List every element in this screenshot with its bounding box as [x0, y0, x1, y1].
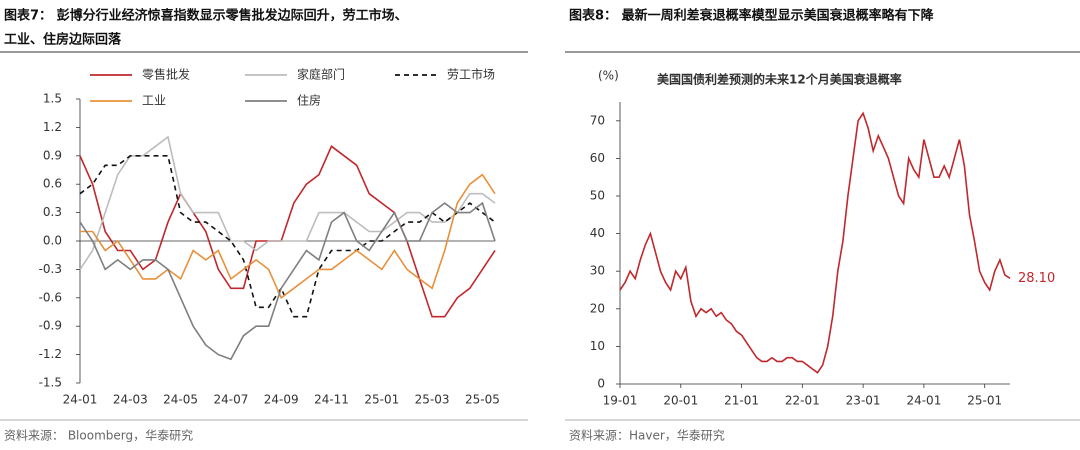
y-tick-label: -1.5 — [39, 376, 62, 390]
y-unit: (%) — [598, 69, 619, 83]
y-tick-label: 10 — [590, 339, 605, 353]
source: 资料来源：Haver，华泰研究 — [569, 428, 725, 443]
y-tick-label: -0.3 — [39, 262, 62, 276]
y-tick-label: -1.2 — [39, 347, 62, 361]
x-tick-label: 22-01 — [785, 394, 820, 408]
x-tick-label: 24-01 — [906, 394, 941, 408]
subtitle: 美国国债利差预测的未来12个月美国衰退概率 — [657, 72, 902, 87]
y-tick-label: 50 — [590, 189, 605, 203]
x-tick-label: 24-05 — [163, 393, 198, 407]
source: 资料来源： Bloomberg，华泰研究 — [4, 428, 193, 443]
y-tick-label: 0.6 — [43, 177, 62, 191]
x-tick-label: 24-09 — [264, 393, 299, 407]
y-tick-label: 1.2 — [43, 120, 62, 134]
legend-label: 住房 — [297, 93, 321, 108]
x-tick-label: 24-11 — [314, 393, 349, 407]
legend-label: 家庭部门 — [297, 67, 345, 82]
y-tick-label: -0.6 — [39, 290, 62, 304]
x-tick-label: 25-01 — [967, 394, 1002, 408]
series-line — [80, 173, 496, 300]
x-tick-label: 24-03 — [113, 393, 148, 407]
y-tick-label: 40 — [590, 226, 605, 240]
x-tick-label: 24-01 — [63, 393, 98, 407]
y-tick-label: 0.3 — [43, 205, 62, 219]
y-tick-label: 1.5 — [43, 92, 62, 106]
legend-label: 零售批发 — [142, 67, 190, 82]
x-tick-label: 23-01 — [846, 394, 881, 408]
series-line — [79, 145, 496, 318]
chart-title: 图表8： 最新一周利差衰退概率模型显示美国衰退概率略有下降 — [569, 8, 935, 24]
y-tick-label: -0.9 — [39, 319, 62, 333]
x-tick-label: 24-07 — [213, 393, 248, 407]
y-tick-label: 0.9 — [43, 148, 62, 162]
x-tick-label: 21-01 — [724, 394, 759, 408]
value-label: 28.10 — [1018, 271, 1055, 286]
x-tick-label: 25-03 — [415, 393, 450, 407]
chart-title: 图表7： 彭博分行业经济惊喜指数显示零售批发边际回升，劳工市场、 — [4, 8, 408, 24]
x-tick-label: 25-01 — [364, 393, 399, 407]
legend-label: 工业 — [142, 94, 166, 108]
series-line — [619, 111, 1011, 374]
y-tick-label: 60 — [590, 151, 605, 165]
x-tick-label: 25-05 — [465, 393, 500, 407]
series-line — [79, 201, 496, 361]
series-line — [79, 135, 496, 270]
series-line — [79, 155, 496, 318]
y-tick-label: 0.0 — [43, 234, 62, 248]
y-tick-label: 0 — [597, 377, 605, 391]
y-tick-label: 20 — [590, 301, 605, 315]
x-tick-label: 19-01 — [603, 394, 638, 408]
chart-title: 工业、住房边际回落 — [4, 32, 122, 48]
x-tick-label: 20-01 — [663, 394, 698, 408]
y-tick-label: 30 — [590, 264, 605, 278]
legend-label: 劳工市场 — [447, 67, 495, 82]
y-tick-label: 70 — [590, 113, 605, 127]
